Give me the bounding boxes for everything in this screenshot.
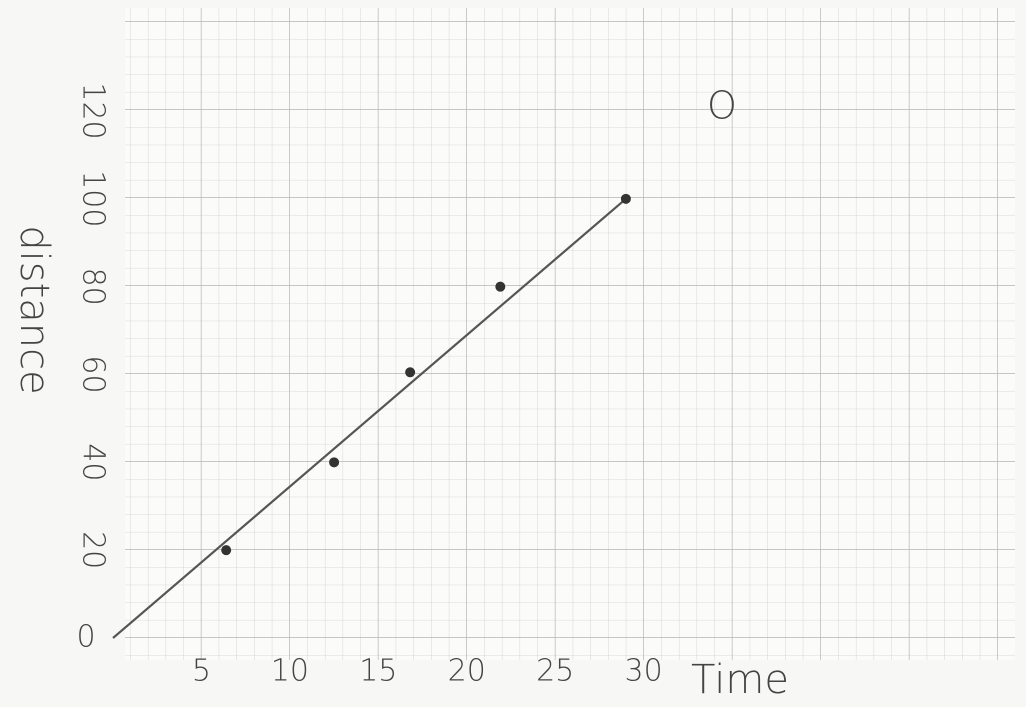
y-tick-label: 120 — [76, 82, 111, 139]
y-tick-label: 100 — [76, 170, 111, 227]
major-grid — [125, 8, 1015, 660]
x-axis-title: Time — [691, 657, 789, 703]
page: 51015202530020406080100120TimedistanceO … — [0, 0, 1026, 707]
x-tick-label: 5 — [192, 654, 211, 689]
y-axis-title: distance — [11, 225, 57, 395]
x-tick-label: 15 — [359, 654, 397, 689]
y-tick-label: 40 — [76, 443, 111, 481]
x-tick-label: 10 — [271, 654, 309, 689]
chart: 5 10 15 20 25 30 0 20 40 60 80 100 120 Time distance O — [0, 0, 1026, 707]
data-point — [495, 282, 505, 292]
y-tick-label: 0 — [76, 620, 95, 655]
x-tick-label: 20 — [448, 654, 486, 689]
y-tick-label: 60 — [76, 355, 111, 393]
annotation: O — [707, 84, 737, 128]
data-point — [621, 194, 631, 204]
y-tick-label: 80 — [76, 268, 111, 306]
y-tick-label: 20 — [76, 531, 111, 569]
data-point — [329, 457, 339, 467]
x-tick-label: 30 — [624, 654, 662, 689]
data-point — [405, 367, 415, 377]
data-point — [221, 545, 231, 555]
x-tick-label: 25 — [536, 654, 574, 689]
